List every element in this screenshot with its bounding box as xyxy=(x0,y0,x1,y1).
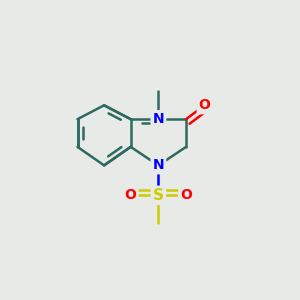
Text: N: N xyxy=(153,112,164,126)
Text: O: O xyxy=(199,98,211,112)
Text: O: O xyxy=(125,188,136,203)
Text: O: O xyxy=(180,188,192,203)
Text: N: N xyxy=(153,158,164,172)
Text: S: S xyxy=(153,188,164,203)
